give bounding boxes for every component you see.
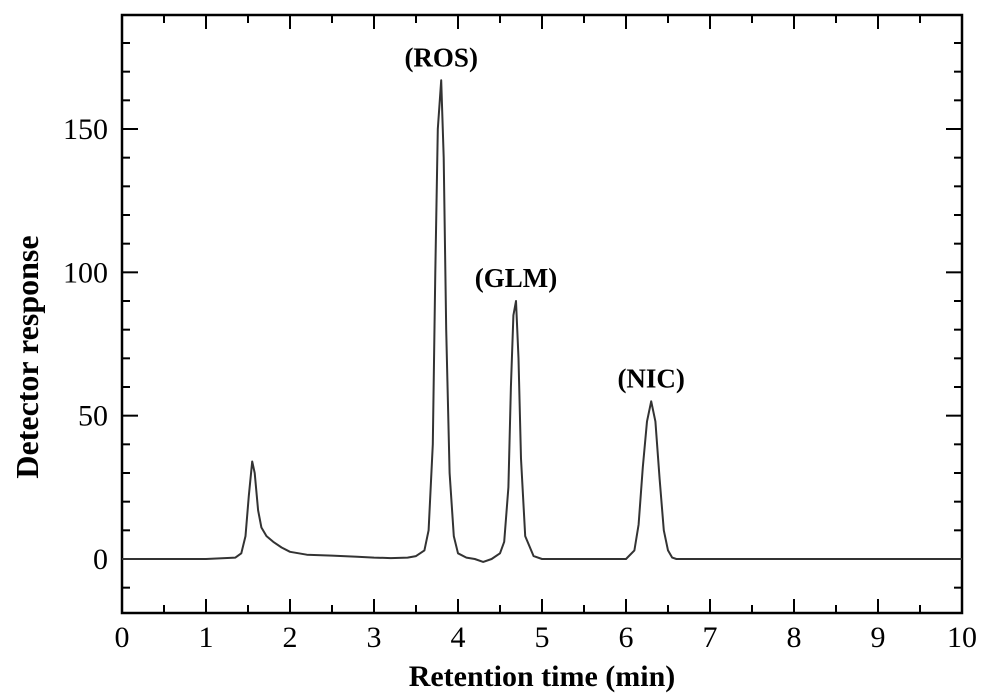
peak-label: (NIC) [617, 363, 685, 393]
y-tick-label: 50 [78, 400, 108, 433]
y-tick-label: 150 [63, 113, 108, 146]
x-tick-label: 2 [283, 621, 298, 654]
x-tick-label: 10 [947, 621, 977, 654]
x-tick-label: 1 [199, 621, 214, 654]
x-tick-label: 9 [871, 621, 886, 654]
y-tick-label: 0 [93, 543, 108, 576]
chromatogram-trace [122, 79, 962, 563]
axis-ticks [121, 15, 963, 613]
x-tick-label: 6 [619, 621, 634, 654]
x-tick-label: 7 [703, 621, 718, 654]
y-axis-title: Detector response [9, 235, 45, 478]
y-tick-label: 100 [63, 256, 108, 289]
x-tick-label: 0 [115, 621, 130, 654]
peak-annotations: (ROS) (GLM) (NIC) [404, 42, 685, 393]
x-tick-label: 3 [367, 621, 382, 654]
peak-label: (GLM) [475, 263, 557, 293]
x-tick-label: 4 [451, 621, 466, 654]
x-tick-label: 5 [535, 621, 550, 654]
peak-label: (ROS) [404, 42, 478, 72]
x-tick-label: 8 [787, 621, 802, 654]
x-axis-title: Retention time (min) [409, 660, 676, 693]
plot-frame [120, 13, 964, 615]
